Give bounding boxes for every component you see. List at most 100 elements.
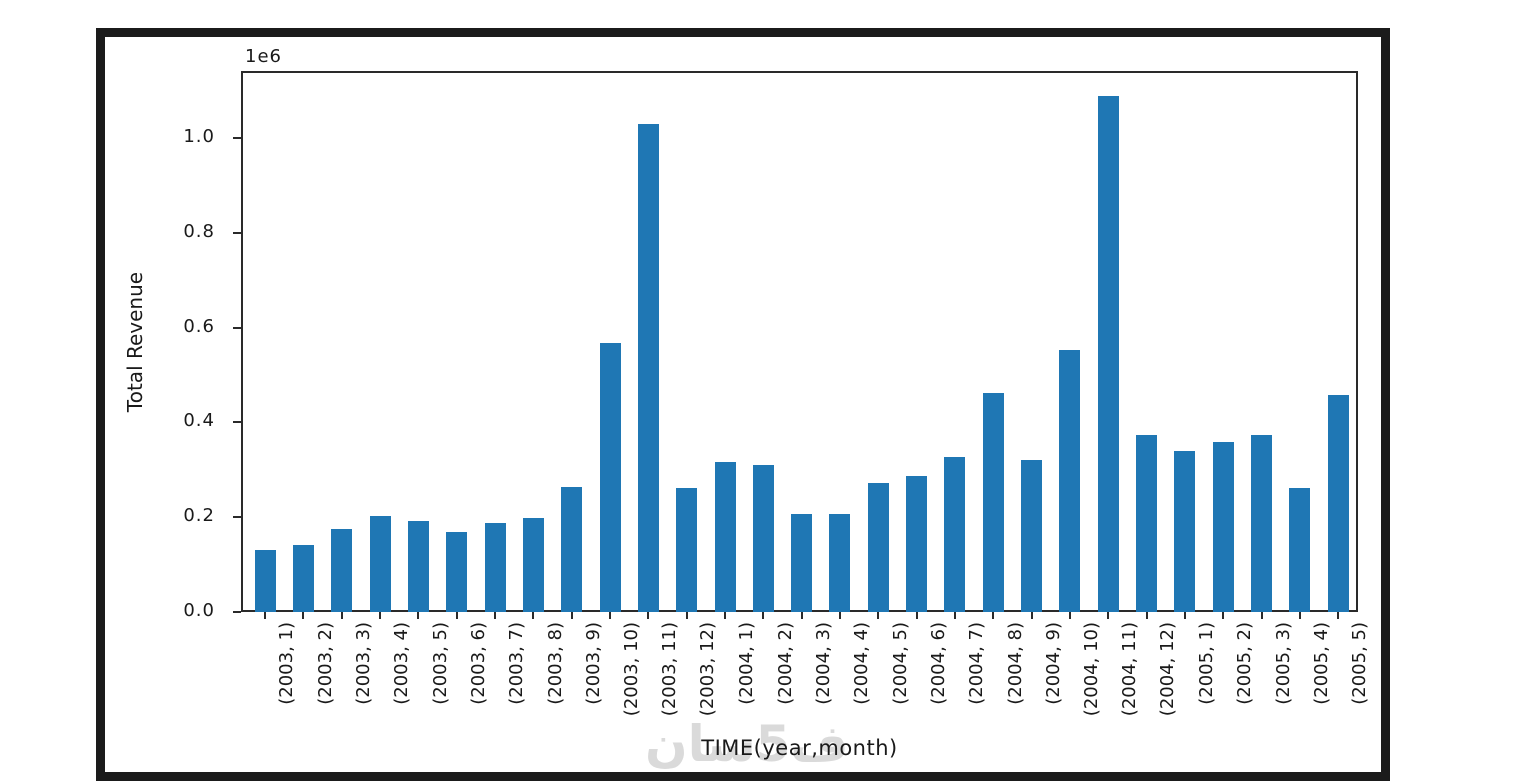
x-tick xyxy=(915,612,918,619)
x-tick-label: (2003, 9) xyxy=(582,622,604,705)
y-tick xyxy=(233,137,241,139)
y-tick-label: 0.8 xyxy=(183,221,215,242)
x-tick xyxy=(1183,612,1186,619)
bar xyxy=(1097,96,1119,612)
bar xyxy=(331,529,353,612)
x-tick xyxy=(532,612,535,619)
y-tick-label: 0.6 xyxy=(183,316,215,337)
x-tick xyxy=(379,612,381,619)
x-tick xyxy=(685,612,688,619)
x-tick-label: (2003, 4) xyxy=(391,622,412,705)
x-tick-label: (2005, 5) xyxy=(1349,622,1371,705)
bar xyxy=(1059,350,1081,612)
x-tick-label: (2005, 1) xyxy=(1195,622,1217,705)
watermark-text: ف5سان xyxy=(645,715,849,773)
x-tick-label: (2004, 6) xyxy=(927,622,949,705)
x-tick xyxy=(1145,612,1148,619)
bar xyxy=(637,124,659,612)
x-tick-label: (2004, 7) xyxy=(965,622,987,705)
y-tick xyxy=(233,421,241,423)
figure-frame: ف5سان 1e6 Total Revenue TIME(year,month)… xyxy=(96,28,1390,781)
y-tick-label: 1.0 xyxy=(183,126,215,147)
bar xyxy=(292,545,314,612)
x-tick-label: (2005, 4) xyxy=(1310,622,1332,705)
x-tick xyxy=(302,612,305,619)
x-tick-label: (2004, 2) xyxy=(774,622,796,705)
bar xyxy=(1289,488,1311,612)
x-tick-label: (2003, 5) xyxy=(429,622,451,705)
bar xyxy=(752,465,774,612)
x-tick-label: (2003, 6) xyxy=(467,622,489,705)
bar xyxy=(407,521,429,612)
bar xyxy=(944,457,966,612)
x-tick xyxy=(1068,612,1071,619)
bar xyxy=(369,516,391,612)
x-tick xyxy=(762,612,765,619)
x-tick-label: (2004, 4) xyxy=(850,622,872,705)
y-tick xyxy=(233,611,241,613)
bar xyxy=(791,514,813,612)
x-tick xyxy=(494,612,496,619)
x-tick-label: (2004, 3) xyxy=(812,622,834,705)
y-axis-offset-label: 1e6 xyxy=(245,46,282,67)
bar xyxy=(867,483,889,612)
y-tick xyxy=(233,327,241,329)
x-tick xyxy=(264,612,266,619)
bar xyxy=(982,393,1004,612)
x-tick xyxy=(1107,612,1110,619)
bar xyxy=(714,462,736,612)
x-tick xyxy=(1337,612,1340,619)
x-tick-label: (2003, 8) xyxy=(544,622,566,705)
x-tick xyxy=(1260,612,1263,619)
x-tick-label: (2003, 12) xyxy=(697,622,719,717)
bar xyxy=(254,550,276,612)
x-tick xyxy=(1222,612,1225,619)
x-tick xyxy=(455,612,458,619)
x-tick-label: (2004, 8) xyxy=(1004,622,1026,705)
x-tick-label: (2003, 1) xyxy=(276,622,297,705)
y-tick-label: 0.4 xyxy=(183,410,215,431)
x-tick-label: (2003, 11) xyxy=(659,622,681,717)
x-tick-label: (2003, 2) xyxy=(314,622,336,705)
x-tick xyxy=(1030,612,1033,619)
bar xyxy=(906,476,928,612)
x-tick xyxy=(647,612,650,619)
x-tick xyxy=(992,612,995,619)
x-tick xyxy=(800,612,803,619)
bar xyxy=(1251,435,1273,612)
x-tick xyxy=(953,612,956,619)
x-tick-label: (2003, 10) xyxy=(621,622,642,717)
bar xyxy=(676,488,698,612)
x-tick-label: (2004, 5) xyxy=(889,622,911,705)
x-tick-label: (2003, 3) xyxy=(352,622,374,705)
bar xyxy=(1136,435,1158,612)
bar xyxy=(484,523,506,612)
bar xyxy=(1212,442,1234,612)
bar xyxy=(599,343,621,612)
y-tick xyxy=(233,516,241,518)
x-tick-label: (2004, 10) xyxy=(1080,622,1102,717)
x-tick xyxy=(1298,612,1301,619)
bar xyxy=(829,514,851,612)
y-tick-label: 0.2 xyxy=(183,505,215,526)
bar xyxy=(1021,460,1043,612)
bar xyxy=(522,518,544,612)
bar xyxy=(446,532,468,612)
x-axis-title: TIME(year,month) xyxy=(701,736,898,760)
x-tick-label: (2004, 11) xyxy=(1119,622,1141,717)
x-tick-label: (2004, 12) xyxy=(1157,622,1179,717)
x-tick xyxy=(724,612,726,619)
y-axis-title-wrap: Total Revenue xyxy=(105,71,165,612)
x-tick xyxy=(877,612,880,619)
x-tick xyxy=(609,612,611,619)
x-tick-label: (2005, 3) xyxy=(1272,622,1294,705)
bar xyxy=(1327,395,1349,612)
y-tick xyxy=(233,232,241,234)
bar xyxy=(561,487,583,612)
bar xyxy=(1174,451,1196,612)
x-tick xyxy=(570,612,573,619)
x-tick-label: (2004, 9) xyxy=(1042,622,1064,705)
x-tick-label: (2005, 2) xyxy=(1234,622,1256,705)
x-tick xyxy=(417,612,420,619)
